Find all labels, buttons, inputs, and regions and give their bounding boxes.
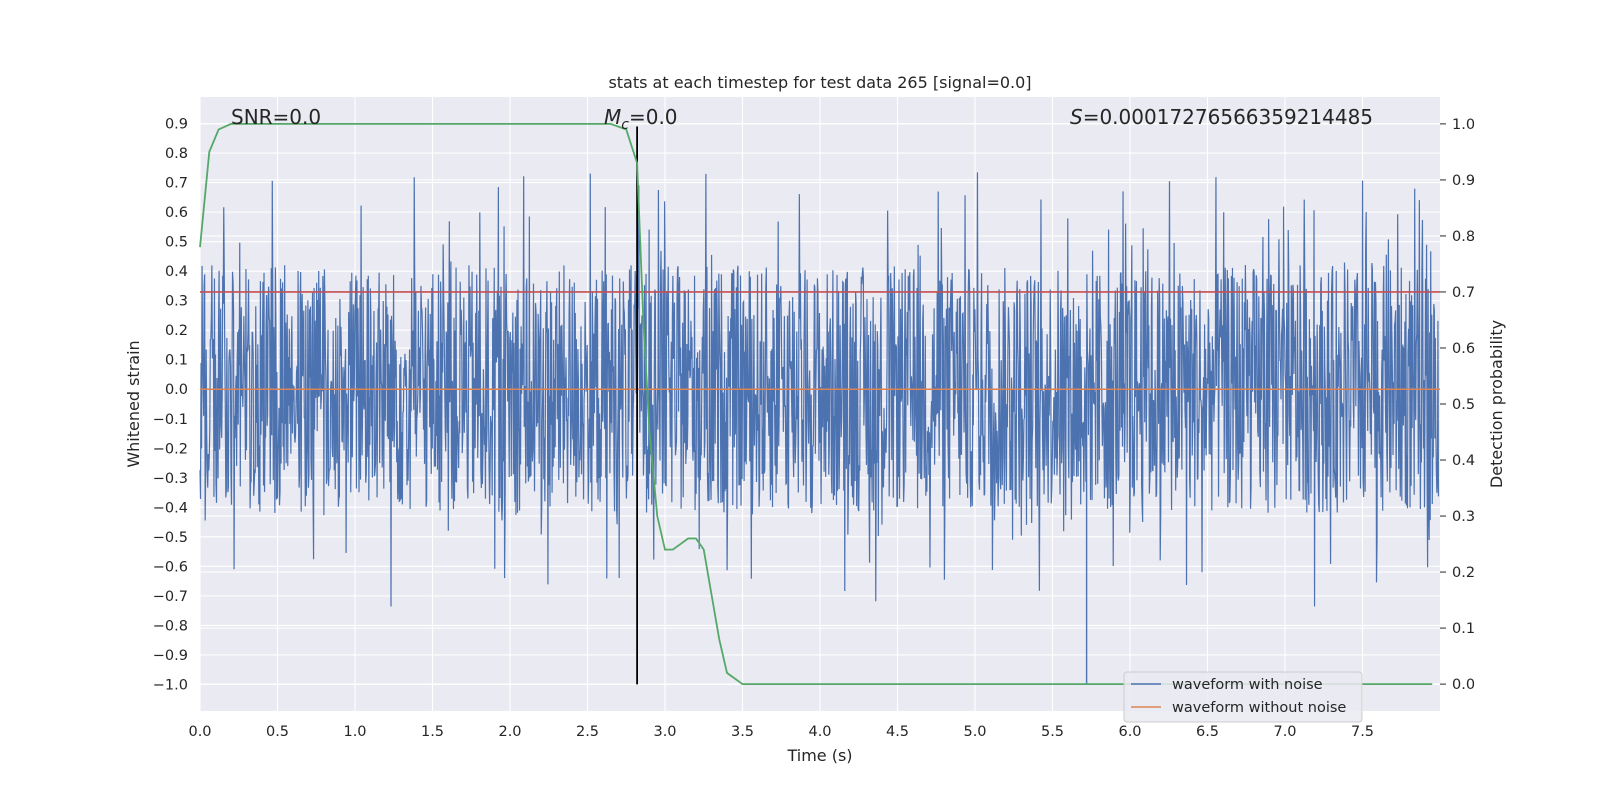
score-annotation: S=0.00017276566359214485	[1070, 105, 1373, 129]
chirp-mass-annotation: Mc=0.0	[604, 105, 678, 133]
x-tick-label: 7.5	[1351, 724, 1374, 740]
y-left-tick-label: 0.2	[165, 323, 188, 339]
y-axis-label-left: Whitened strain	[124, 340, 143, 467]
y-left-tick-label: 0.0	[165, 382, 188, 398]
x-tick-label: 6.0	[1118, 724, 1141, 740]
y-right-tick-label: 0.4	[1452, 453, 1475, 469]
y-right-tick-label: 0.9	[1452, 173, 1475, 189]
y-left-tick-label: 0.7	[165, 176, 188, 192]
plot-content	[199, 122, 1440, 686]
y-left-tick-label: −0.9	[153, 648, 188, 664]
y-right-tick-label: 0.2	[1452, 565, 1475, 581]
y-left-tick-label: −0.2	[153, 441, 188, 457]
series-detection-probability	[199, 122, 1433, 686]
y-right-tick-label: 0.3	[1452, 509, 1475, 525]
score-value: =0.00017276566359214485	[1083, 105, 1373, 129]
y-left-tick-label: −0.1	[153, 412, 188, 428]
snr-annotation: SNR=0.0	[231, 105, 321, 129]
x-tick-label: 0.5	[266, 724, 289, 740]
y-left-tick-label: −0.6	[153, 559, 188, 575]
legend-label-noisy: waveform with noise	[1172, 677, 1323, 693]
chart-title: stats at each timestep for test data 265…	[608, 73, 1031, 92]
y-left-tick-label: 0.4	[165, 264, 188, 280]
x-tick-label: 7.0	[1273, 724, 1296, 740]
y-right-tick-label: 0.0	[1452, 677, 1475, 693]
x-tick-label: 2.0	[498, 724, 521, 740]
chirp-mass-subscript: c	[621, 117, 629, 133]
legend-box	[1123, 671, 1363, 723]
y-right-tick-label: 0.5	[1452, 397, 1475, 413]
y-left-tick-labels: 0.9 0.8 0.7 0.6 0.5 0.4 0.3 0.2 0.1 0.0 −0.1 −0.2 −0…	[153, 117, 188, 694]
y-left-tick-label: 0.9	[165, 117, 188, 133]
x-tick-label: 0.0	[188, 724, 211, 740]
series-waveform-with-noise	[199, 172, 1440, 607]
y-left-tick-label: −0.8	[153, 618, 188, 634]
legend-label-clean: waveform without noise	[1172, 700, 1346, 716]
y-left-tick-label: −0.4	[153, 500, 188, 516]
x-axis-label: Time (s)	[786, 746, 852, 765]
x-tick-label: 1.5	[421, 724, 444, 740]
x-tick-label: 5.5	[1041, 724, 1064, 740]
legend: waveform with noise waveform without noi…	[1123, 671, 1363, 723]
y-right-tick-label: 0.1	[1452, 621, 1475, 637]
x-tick-label: 6.5	[1196, 724, 1219, 740]
y-right-tick-label: 0.7	[1452, 285, 1475, 301]
x-tick-label: 2.5	[576, 724, 599, 740]
x-tick-label: 5.0	[963, 724, 986, 740]
y-left-tick-label: 0.5	[165, 235, 188, 251]
y-left-tick-label: −1.0	[153, 677, 188, 693]
x-tick-label: 3.5	[731, 724, 754, 740]
y-right-tick-label: 1.0	[1452, 117, 1475, 133]
chirp-mass-value: =0.0	[629, 105, 678, 129]
y-left-tick-label: 0.1	[165, 353, 188, 369]
y-left-tick-label: −0.3	[153, 471, 188, 487]
y-left-tick-label: −0.5	[153, 530, 188, 546]
y-right-tick-label: 0.8	[1452, 229, 1475, 245]
x-tick-label: 4.0	[808, 724, 831, 740]
x-tick-label: 3.0	[653, 724, 676, 740]
y-right-tick-label: 0.6	[1452, 341, 1475, 357]
x-tick-label: 4.5	[886, 724, 909, 740]
y-left-tick-label: 0.3	[165, 294, 188, 310]
score-symbol: S	[1070, 105, 1083, 129]
y-axis-label-right: Detection probability	[1487, 320, 1506, 488]
y-left-tick-label: 0.8	[165, 146, 188, 162]
y-left-tick-label: −0.7	[153, 589, 188, 605]
y-left-tick-label: 0.6	[165, 205, 188, 221]
x-tick-labels: 0.0 0.5 1.0 1.5 2.0 2.5 3.0 3.5 4.0 4.5 5.0 5.5 6.0 6…	[188, 724, 1374, 740]
x-tick-label: 1.0	[343, 724, 366, 740]
chirp-mass-symbol: M	[604, 105, 621, 129]
y-right-tick-labels: 1.0 0.9 0.8 0.7 0.6 0.5 0.4 0.3 0.2 0.1 0.0	[1440, 117, 1475, 693]
